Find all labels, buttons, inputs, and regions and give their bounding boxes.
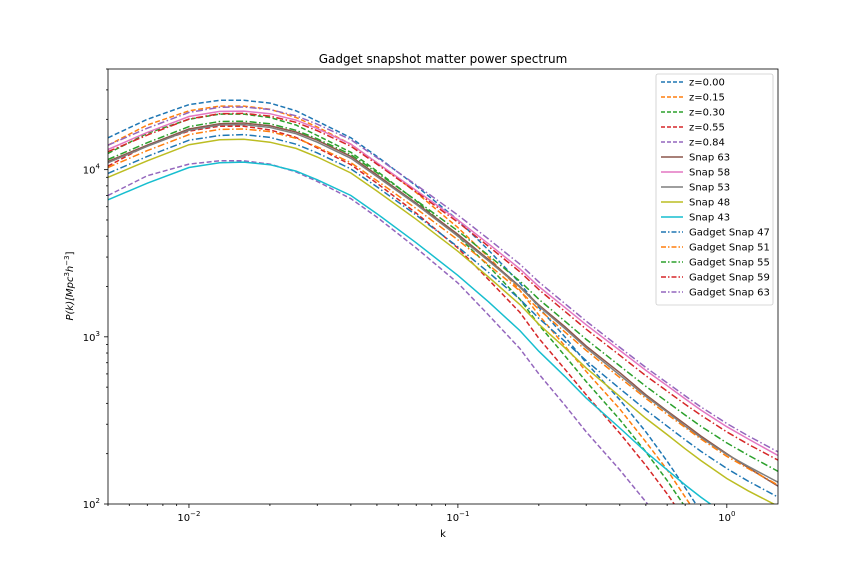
series-line-9: [108, 138, 776, 504]
legend-label-9: Snap 48: [689, 198, 730, 209]
series-line-10: [108, 161, 712, 504]
series-line-15: [108, 106, 778, 453]
legend: z=0.00 z=0.15 z=0.30 z=0.55 z=0.84 Snap 63 Sna…: [655, 73, 774, 306]
series-line-14: [108, 112, 778, 461]
x-tick-label-2: 10−1: [446, 510, 469, 524]
series-line-3: [108, 113, 685, 504]
legend-label-2: z=0.15: [689, 93, 725, 104]
series-line-6: [108, 122, 778, 487]
legend-label-8: Snap 53: [689, 183, 730, 194]
series-line-2: [108, 105, 691, 504]
y-axis-ticks: 102 103 104: [83, 68, 108, 511]
legend-label-1: z=0.00: [689, 78, 725, 89]
y-tick-label-3: 104: [83, 163, 101, 177]
y-axis-label: P(k)[Mpc3h−3]: [63, 251, 76, 320]
legend-label-3: z=0.30: [689, 108, 725, 119]
series-line-8: [108, 123, 778, 483]
series-line-13: [108, 120, 778, 472]
legend-label-14: Gadget Snap 59: [689, 273, 770, 284]
series-line-7: [108, 110, 778, 457]
legend-label-13: Gadget Snap 55: [689, 258, 770, 269]
legend-label-4: z=0.55: [689, 123, 725, 134]
y-tick-label-1: 102: [83, 497, 100, 511]
series-line-11: [108, 133, 778, 498]
x-tick-label-1: 10−2: [177, 510, 200, 524]
x-axis-label: k: [440, 529, 446, 540]
chart-title: Gadget snapshot matter power spectrum: [319, 52, 568, 66]
series-layer: [108, 99, 778, 504]
x-tick-label-3: 100: [718, 510, 735, 524]
legend-label-15: Gadget Snap 63: [689, 288, 770, 299]
series-line-5: [108, 160, 649, 504]
legend-label-5: z=0.84: [689, 138, 725, 149]
legend-box: [655, 73, 774, 306]
legend-label-11: Gadget Snap 47: [689, 228, 770, 239]
legend-label-12: Gadget Snap 51: [689, 243, 770, 254]
x-axis-ticks: 10−2 10−1 100: [107, 504, 735, 524]
y-tick-label-2: 103: [83, 330, 100, 344]
legend-label-6: Snap 63: [689, 153, 730, 164]
legend-label-7: Snap 58: [689, 168, 730, 179]
series-line-1: [108, 99, 697, 504]
series-line-4: [108, 125, 676, 504]
legend-label-10: Snap 43: [689, 213, 730, 224]
